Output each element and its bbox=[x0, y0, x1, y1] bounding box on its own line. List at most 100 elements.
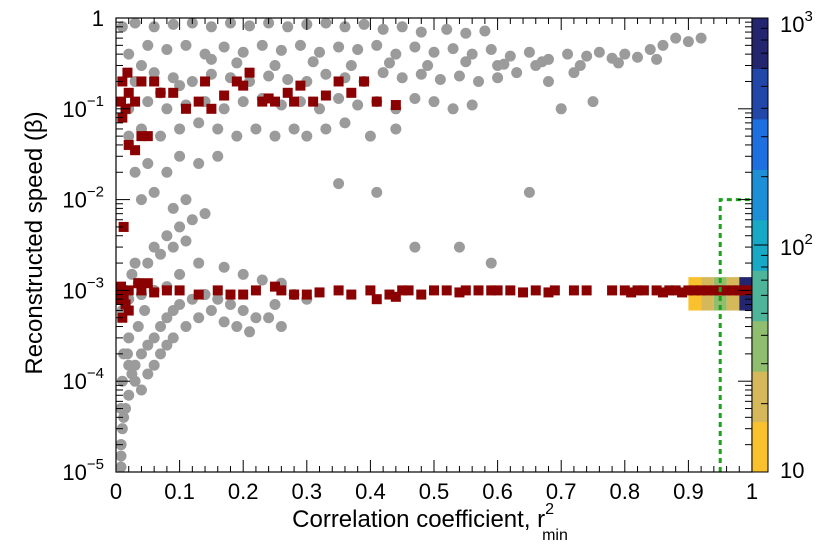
background-point bbox=[422, 59, 434, 71]
background-point bbox=[339, 117, 351, 129]
background-point bbox=[523, 46, 535, 58]
y-tick-label-exponent: −5 bbox=[87, 456, 104, 473]
background-point bbox=[142, 339, 154, 351]
background-point bbox=[371, 39, 383, 51]
signal-point bbox=[333, 76, 344, 87]
background-point bbox=[148, 359, 160, 371]
background-point bbox=[485, 43, 497, 55]
signal-point bbox=[664, 285, 675, 296]
background-point bbox=[352, 99, 364, 111]
x-tick-label: 0 bbox=[110, 479, 122, 504]
signal-point bbox=[651, 285, 662, 296]
background-point bbox=[333, 41, 345, 53]
signal-point bbox=[142, 278, 153, 289]
signal-point bbox=[142, 131, 153, 142]
x-axis-title-superscript: 2 bbox=[545, 501, 554, 518]
background-point bbox=[205, 21, 217, 33]
background-point bbox=[263, 312, 275, 324]
x-tick-label: 1 bbox=[746, 479, 758, 504]
signal-point bbox=[530, 285, 541, 296]
background-point bbox=[135, 348, 147, 360]
signal-point bbox=[136, 76, 147, 87]
background-point bbox=[120, 403, 132, 415]
background-point bbox=[415, 26, 427, 38]
background-point bbox=[135, 384, 147, 396]
x-tick-label: 0.4 bbox=[355, 479, 386, 504]
y-tick-label-base: 1 bbox=[92, 6, 104, 31]
signal-point bbox=[460, 285, 471, 296]
background-point bbox=[218, 261, 230, 273]
background-point bbox=[218, 41, 230, 53]
colorbar-segment bbox=[752, 169, 768, 221]
background-point bbox=[180, 235, 192, 247]
background-point bbox=[587, 96, 599, 108]
background-point bbox=[460, 27, 472, 39]
background-point bbox=[237, 46, 249, 58]
background-point bbox=[447, 103, 459, 115]
x-tick-label: 0.6 bbox=[482, 479, 513, 504]
background-point bbox=[231, 57, 243, 69]
signal-point bbox=[193, 96, 204, 107]
signal-point bbox=[677, 287, 688, 298]
x-tick-label: 0.8 bbox=[610, 479, 641, 504]
background-point bbox=[244, 326, 256, 338]
signal-point bbox=[282, 87, 293, 98]
background-point bbox=[115, 450, 127, 462]
signal-point bbox=[549, 285, 560, 296]
signal-point bbox=[346, 289, 357, 300]
y-tick-label: 10−4 bbox=[62, 365, 104, 394]
background-point bbox=[161, 43, 173, 55]
background-point bbox=[212, 150, 224, 162]
y-tick-label-base: 10 bbox=[62, 460, 86, 485]
colorbar-segment bbox=[752, 371, 768, 423]
y-tick-label-exponent: −1 bbox=[87, 93, 104, 110]
background-point bbox=[453, 70, 465, 82]
signal-point bbox=[638, 285, 649, 296]
background-point bbox=[118, 411, 130, 423]
signal-point bbox=[683, 285, 694, 296]
signal-point bbox=[270, 96, 280, 107]
signal-point bbox=[518, 287, 529, 298]
y-tick-label: 10−3 bbox=[62, 274, 104, 303]
background-point bbox=[479, 25, 491, 37]
background-point bbox=[250, 312, 262, 324]
background-point bbox=[574, 59, 586, 71]
y-tick-label: 10−5 bbox=[62, 456, 104, 485]
signal-region-layer bbox=[718, 198, 752, 472]
background-point bbox=[339, 21, 351, 33]
background-points-layer bbox=[115, 17, 707, 473]
background-point bbox=[186, 75, 198, 87]
background-point bbox=[504, 50, 516, 62]
signal-point bbox=[721, 285, 732, 296]
signal-point bbox=[123, 305, 134, 316]
background-point bbox=[193, 157, 205, 169]
background-point bbox=[453, 241, 465, 253]
background-point bbox=[142, 96, 154, 108]
signal-point bbox=[180, 103, 191, 114]
signal-point bbox=[314, 287, 325, 298]
background-point bbox=[409, 92, 421, 104]
signal-point bbox=[454, 287, 465, 298]
background-point bbox=[383, 57, 395, 69]
x-tick-label: 0.3 bbox=[292, 479, 323, 504]
signal-point bbox=[371, 294, 382, 305]
y-tick-label-base: 10 bbox=[62, 369, 86, 394]
background-point bbox=[301, 130, 313, 142]
background-point bbox=[161, 103, 173, 115]
background-point bbox=[282, 21, 294, 33]
signal-point bbox=[123, 87, 134, 98]
colorbar-tick-label-base: 10 bbox=[780, 12, 804, 37]
background-point bbox=[135, 59, 147, 71]
background-point bbox=[193, 312, 205, 324]
signal-point bbox=[397, 285, 408, 296]
background-point bbox=[562, 48, 574, 60]
signal-point bbox=[359, 76, 370, 87]
background-point bbox=[123, 389, 135, 401]
signal-point bbox=[333, 285, 344, 296]
signal-point bbox=[727, 285, 738, 296]
background-point bbox=[415, 68, 427, 80]
background-point bbox=[218, 103, 230, 115]
background-point bbox=[167, 241, 179, 253]
background-point bbox=[377, 67, 389, 79]
background-point bbox=[174, 221, 186, 233]
